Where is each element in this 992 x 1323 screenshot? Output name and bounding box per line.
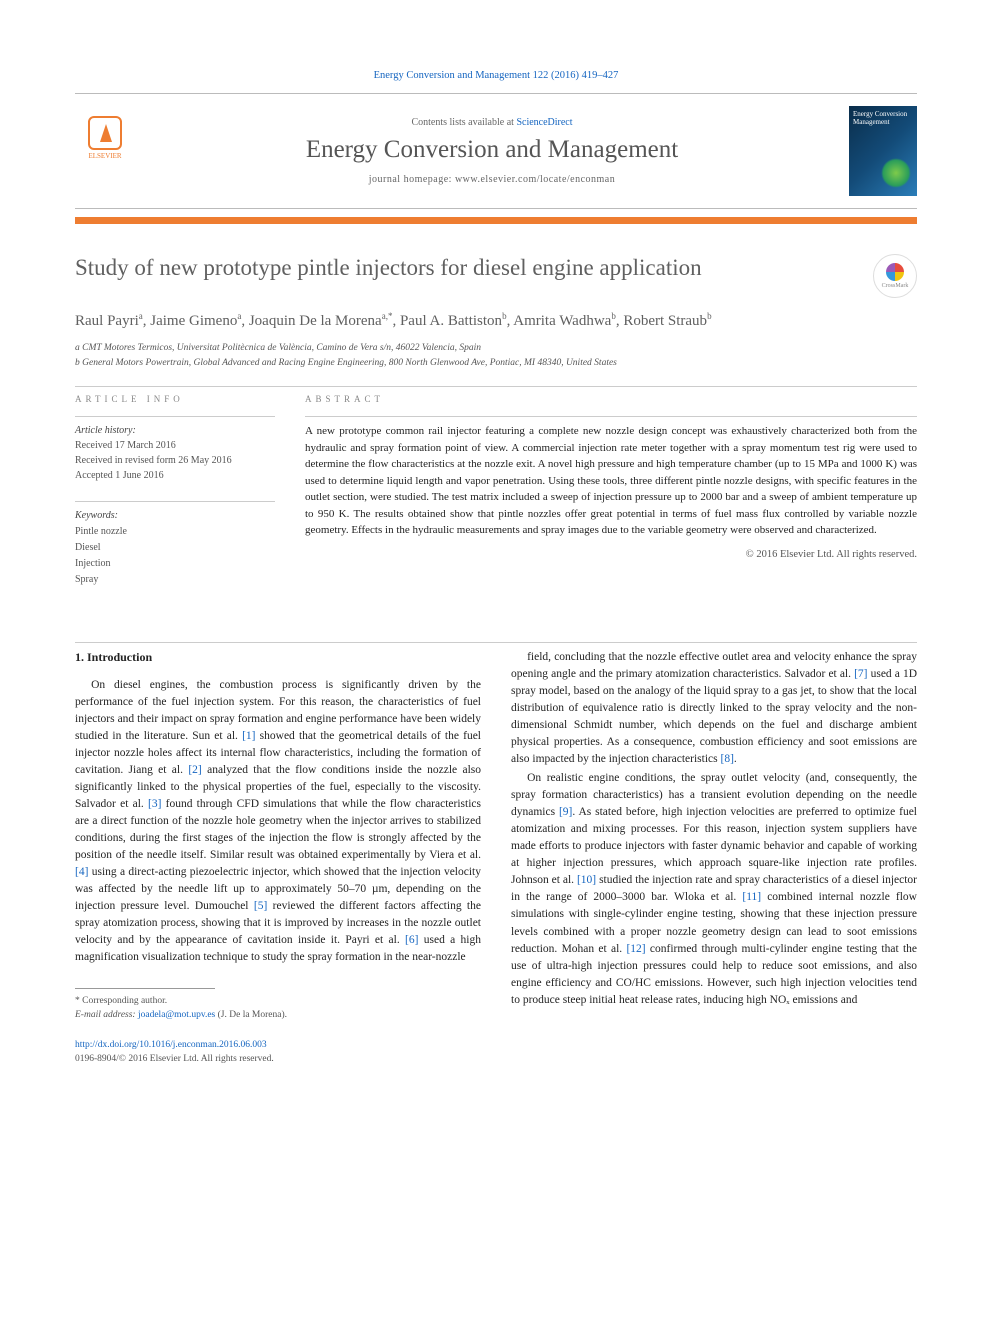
sciencedirect-link[interactable]: ScienceDirect — [516, 117, 572, 128]
elsevier-logo: ELSEVIER — [75, 116, 135, 186]
citation-link[interactable]: [2] — [188, 764, 201, 776]
history-head: Article history: — [75, 423, 275, 438]
citation-link[interactable]: [12] — [626, 943, 645, 955]
affiliation-b: b General Motors Powertrain, Global Adva… — [75, 356, 917, 370]
publisher-name: ELSEVIER — [88, 152, 121, 160]
journal-title: Energy Conversion and Management — [159, 136, 825, 164]
email-line: E-mail address: joadela@mot.upv.es (J. D… — [75, 1009, 481, 1022]
history-received: Received 17 March 2016 — [75, 438, 275, 453]
article-info-column: ARTICLE INFO Article history: Received 1… — [75, 393, 275, 607]
intro-paragraph-2: field, concluding that the nozzle effect… — [511, 649, 917, 768]
affiliations: a CMT Motores Termicos, Universitat Poli… — [75, 341, 917, 370]
abstract-copyright: © 2016 Elsevier Ltd. All rights reserved… — [305, 547, 917, 563]
keywords-head: Keywords: — [75, 508, 275, 524]
journal-homepage-line: journal homepage: www.elsevier.com/locat… — [159, 174, 825, 185]
doi-block: http://dx.doi.org/10.1016/j.enconman.201… — [75, 1038, 481, 1066]
article-page: Energy Conversion and Management 122 (20… — [0, 0, 992, 1106]
body-columns: 1. Introduction On diesel engines, the c… — [75, 649, 917, 1066]
keyword-1: Pintle nozzle — [75, 524, 275, 540]
doi-link[interactable]: http://dx.doi.org/10.1016/j.enconman.201… — [75, 1040, 267, 1050]
keyword-2: Diesel — [75, 540, 275, 556]
masthead-center: Contents lists available at ScienceDirec… — [159, 117, 825, 185]
citation-link[interactable]: [3] — [148, 798, 161, 810]
citation-link[interactable]: [8] — [720, 753, 733, 765]
keyword-3: Injection — [75, 556, 275, 572]
history-revised: Received in revised form 26 May 2016 — [75, 453, 275, 468]
accent-rule — [75, 217, 917, 224]
crossmark-badge[interactable]: CrossMark — [873, 254, 917, 298]
authors-line: Raul Payria, Jaime Gimenoa, Joaquin De l… — [75, 310, 917, 331]
crossmark-icon — [886, 263, 904, 281]
elsevier-tree-icon — [88, 116, 122, 150]
article-title: Study of new prototype pintle injectors … — [75, 254, 853, 282]
info-abstract-row: ARTICLE INFO Article history: Received 1… — [75, 393, 917, 607]
citation-link[interactable]: [5] — [254, 900, 267, 912]
citation-link[interactable]: [7] — [854, 668, 867, 680]
issn-line: 0196-8904/© 2016 Elsevier Ltd. All right… — [75, 1052, 481, 1066]
affiliation-a: a CMT Motores Termicos, Universitat Poli… — [75, 341, 917, 355]
footnote-separator — [75, 988, 215, 989]
citation-link[interactable]: [9] — [559, 806, 572, 818]
corresponding-author: * Corresponding author. — [75, 995, 481, 1008]
citation-link[interactable]: [1] — [242, 730, 255, 742]
citation-link[interactable]: [10] — [577, 874, 596, 886]
keywords: Keywords: Pintle nozzle Diesel Injection… — [75, 508, 275, 588]
abstract-heading: ABSTRACT — [305, 393, 917, 407]
article-info-heading: ARTICLE INFO — [75, 393, 275, 407]
abstract-text: A new prototype common rail injector fea… — [305, 423, 917, 539]
title-row: Study of new prototype pintle injectors … — [75, 254, 917, 298]
divider — [75, 386, 917, 387]
journal-cover-thumbnail: Energy Conversion Management — [849, 106, 917, 196]
abstract-column: ABSTRACT A new prototype common rail inj… — [305, 393, 917, 607]
author-email-link[interactable]: joadela@mot.upv.es — [138, 1010, 215, 1020]
keyword-4: Spray — [75, 572, 275, 588]
citation-link[interactable]: [11] — [742, 891, 761, 903]
corresponding-author-footnote: * Corresponding author. E-mail address: … — [75, 995, 481, 1022]
journal-reference-link[interactable]: Energy Conversion and Management 122 (20… — [374, 70, 619, 81]
history-accepted: Accepted 1 June 2016 — [75, 468, 275, 483]
article-history: Article history: Received 17 March 2016 … — [75, 423, 275, 483]
journal-homepage-url: www.elsevier.com/locate/enconman — [455, 174, 615, 185]
citation-link[interactable]: [6] — [405, 934, 418, 946]
contents-list-line: Contents lists available at ScienceDirec… — [159, 117, 825, 128]
citation-link[interactable]: [4] — [75, 866, 88, 878]
divider — [75, 642, 917, 643]
intro-paragraph-3: On realistic engine conditions, the spra… — [511, 770, 917, 1008]
intro-paragraph-1: On diesel engines, the combustion proces… — [75, 677, 481, 966]
journal-masthead: ELSEVIER Contents lists available at Sci… — [75, 93, 917, 209]
journal-reference-bar: Energy Conversion and Management 122 (20… — [75, 70, 917, 81]
section-1-heading: 1. Introduction — [75, 649, 481, 667]
